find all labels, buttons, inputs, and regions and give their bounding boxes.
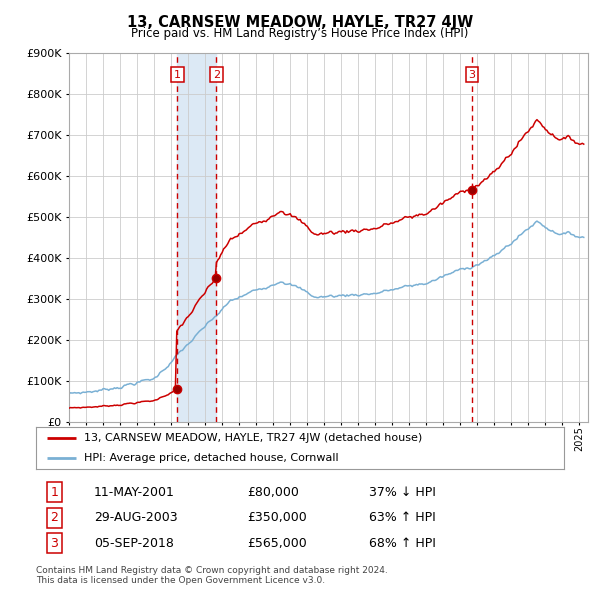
Text: £350,000: £350,000	[247, 511, 307, 525]
Text: 3: 3	[50, 537, 58, 550]
Text: 3: 3	[469, 70, 475, 80]
Text: HPI: Average price, detached house, Cornwall: HPI: Average price, detached house, Corn…	[83, 454, 338, 463]
Text: 2: 2	[50, 511, 58, 525]
Text: £80,000: £80,000	[247, 486, 299, 499]
Text: £565,000: £565,000	[247, 537, 307, 550]
Text: 68% ↑ HPI: 68% ↑ HPI	[368, 537, 436, 550]
Text: 1: 1	[174, 70, 181, 80]
Bar	[177, 53, 217, 422]
Text: 11-MAY-2001: 11-MAY-2001	[94, 486, 175, 499]
Text: 2: 2	[213, 70, 220, 80]
Text: 05-SEP-2018: 05-SEP-2018	[94, 537, 174, 550]
Text: 13, CARNSEW MEADOW, HAYLE, TR27 4JW: 13, CARNSEW MEADOW, HAYLE, TR27 4JW	[127, 15, 473, 30]
Text: 1: 1	[50, 486, 58, 499]
Text: 37% ↓ HPI: 37% ↓ HPI	[368, 486, 436, 499]
Text: 13, CARNSEW MEADOW, HAYLE, TR27 4JW (detached house): 13, CARNSEW MEADOW, HAYLE, TR27 4JW (det…	[83, 434, 422, 444]
Text: This data is licensed under the Open Government Licence v3.0.: This data is licensed under the Open Gov…	[36, 576, 325, 585]
Text: 29-AUG-2003: 29-AUG-2003	[94, 511, 178, 525]
Text: 63% ↑ HPI: 63% ↑ HPI	[368, 511, 436, 525]
Text: Price paid vs. HM Land Registry’s House Price Index (HPI): Price paid vs. HM Land Registry’s House …	[131, 27, 469, 40]
Text: Contains HM Land Registry data © Crown copyright and database right 2024.: Contains HM Land Registry data © Crown c…	[36, 566, 388, 575]
